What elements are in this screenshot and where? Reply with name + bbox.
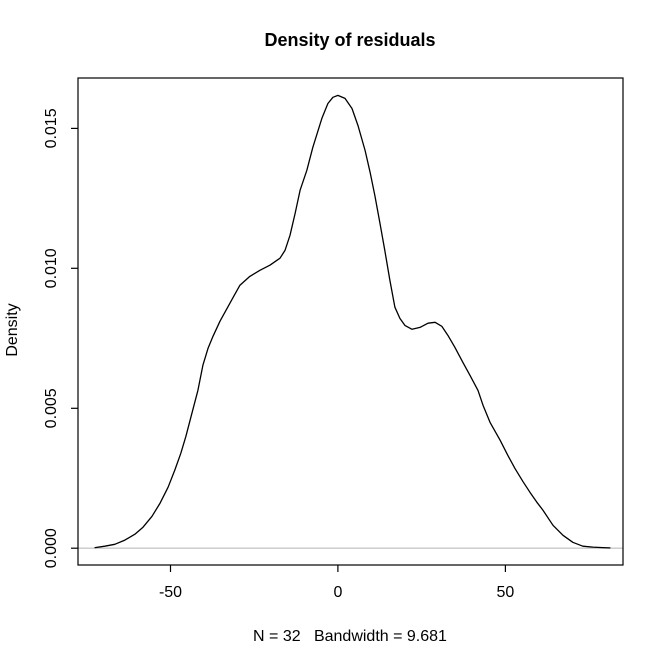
density-curve <box>94 94 611 549</box>
chart-title: Density of residuals <box>264 30 435 50</box>
x-tick-label: 50 <box>497 584 515 601</box>
y-tick-label: 0.010 <box>43 248 60 288</box>
x-axis-label: N = 32 Bandwidth = 9.681 <box>253 628 447 645</box>
x-tick-label: 0 <box>333 584 342 601</box>
plot-frame <box>77 77 624 566</box>
y-axis-label: Density <box>4 303 21 356</box>
y-tick-label: 0.005 <box>43 388 60 428</box>
y-tick-label: 0.000 <box>43 528 60 568</box>
plot-area: -50 0 50 0.000 0.005 0.010 0.015 <box>43 77 624 601</box>
y-tick-label: 0.015 <box>43 108 60 148</box>
x-tick-label: -50 <box>159 584 182 601</box>
